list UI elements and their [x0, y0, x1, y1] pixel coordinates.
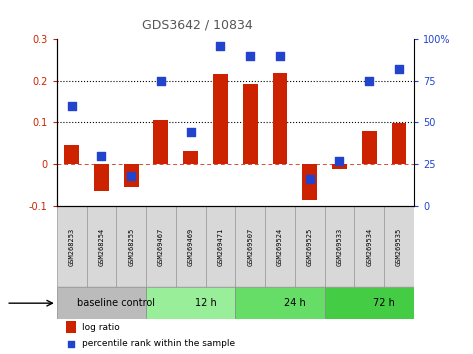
Text: GDS3642 / 10834: GDS3642 / 10834	[142, 19, 253, 32]
Bar	[66, 321, 76, 333]
FancyBboxPatch shape	[384, 206, 414, 287]
Bar	[332, 164, 347, 169]
Text: GSM269533: GSM269533	[336, 228, 342, 266]
Text: 12 h: 12 h	[195, 298, 217, 308]
FancyBboxPatch shape	[57, 206, 87, 287]
Text: baseline control: baseline control	[77, 298, 155, 308]
FancyBboxPatch shape	[324, 287, 414, 319]
Text: 24 h: 24 h	[284, 298, 306, 308]
Text: GSM269507: GSM269507	[247, 228, 253, 266]
FancyBboxPatch shape	[146, 206, 176, 287]
Point	[67, 341, 75, 346]
Bar	[124, 164, 139, 187]
Point	[217, 43, 224, 48]
FancyBboxPatch shape	[176, 206, 206, 287]
Text: GSM268255: GSM268255	[128, 228, 134, 266]
Text: GSM269525: GSM269525	[307, 228, 313, 266]
FancyBboxPatch shape	[87, 206, 116, 287]
FancyBboxPatch shape	[235, 206, 265, 287]
Point	[366, 78, 373, 84]
Text: GSM269534: GSM269534	[366, 228, 372, 266]
Point	[187, 130, 194, 135]
Bar	[243, 84, 258, 164]
FancyBboxPatch shape	[206, 206, 235, 287]
Point	[97, 153, 105, 159]
Bar	[272, 73, 288, 164]
Text: GSM268253: GSM268253	[69, 228, 75, 266]
FancyBboxPatch shape	[57, 287, 146, 319]
Bar	[213, 74, 228, 164]
Point	[68, 103, 75, 109]
Text: percentile rank within the sample: percentile rank within the sample	[82, 339, 235, 348]
Text: log ratio: log ratio	[82, 322, 120, 332]
Point	[395, 66, 403, 72]
Bar	[153, 120, 168, 164]
Point	[336, 158, 343, 164]
Text: 72 h: 72 h	[373, 298, 395, 308]
Bar	[392, 123, 406, 164]
Bar	[64, 145, 79, 164]
Point	[276, 53, 284, 58]
Text: GSM269467: GSM269467	[158, 228, 164, 266]
Point	[306, 176, 314, 182]
Bar	[362, 131, 377, 164]
Text: GSM269469: GSM269469	[188, 228, 193, 266]
Text: GSM269524: GSM269524	[277, 228, 283, 266]
FancyBboxPatch shape	[324, 206, 354, 287]
FancyBboxPatch shape	[146, 287, 235, 319]
Point	[127, 173, 135, 179]
Point	[157, 78, 165, 84]
Text: GSM268254: GSM268254	[98, 228, 105, 266]
Point	[246, 53, 254, 58]
FancyBboxPatch shape	[295, 206, 324, 287]
Text: GSM269471: GSM269471	[218, 228, 223, 266]
FancyBboxPatch shape	[235, 287, 324, 319]
Text: GSM269535: GSM269535	[396, 228, 402, 266]
Bar	[94, 164, 109, 191]
FancyBboxPatch shape	[354, 206, 384, 287]
FancyBboxPatch shape	[116, 206, 146, 287]
Bar	[183, 151, 198, 164]
Bar	[302, 164, 317, 200]
FancyBboxPatch shape	[265, 206, 295, 287]
